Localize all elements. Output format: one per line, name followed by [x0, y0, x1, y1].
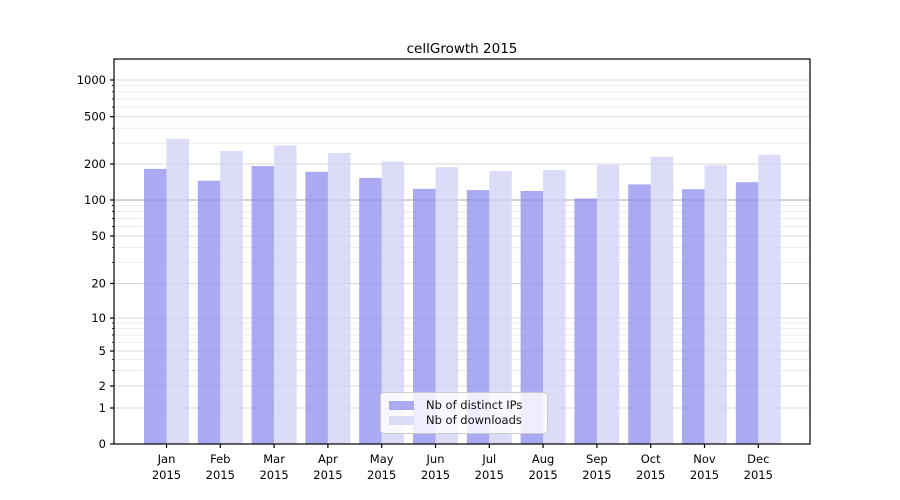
bar-nb-of-distinct-ips-feb — [197, 180, 221, 444]
x-tick-label-month: Apr — [318, 452, 338, 466]
y-tick-label: 1000 — [77, 73, 106, 87]
bar-nb-of-downloads-jul — [489, 170, 512, 444]
legend-label-distinct-ips: Nb of distinct IPs — [426, 397, 523, 412]
x-tick-label-year: 2015 — [636, 468, 665, 482]
legend-item-distinct-ips: Nb of distinct IPs — [389, 397, 539, 412]
plot-border — [113, 58, 811, 445]
x-tick-label-year: 2015 — [475, 468, 504, 482]
bar-nb-of-distinct-ips-may — [359, 177, 382, 444]
bar-nb-of-distinct-ips-aug — [520, 191, 544, 444]
y-tick-label: 5 — [99, 344, 106, 358]
legend-swatch-distinct-ips — [389, 400, 414, 410]
bar-nb-of-downloads-jan — [166, 138, 189, 444]
bar-nb-of-distinct-ips-jul — [466, 190, 490, 444]
x-tick-label-year: 2015 — [690, 468, 719, 482]
x-tick-label-year: 2015 — [367, 468, 396, 482]
x-tick-label-month: Jan — [157, 452, 176, 466]
bar-nb-of-distinct-ips-jan — [144, 168, 167, 444]
y-tick-label: 1 — [99, 401, 106, 415]
bar-nb-of-distinct-ips-oct — [628, 184, 651, 444]
bar-nb-of-distinct-ips-sep — [574, 198, 597, 444]
bar-nb-of-downloads-may — [381, 161, 405, 444]
y-tick-label: 500 — [84, 110, 106, 124]
x-tick-label-year: 2015 — [528, 468, 557, 482]
y-tick-label: 2 — [99, 379, 106, 393]
bar-nb-of-downloads-sep — [596, 164, 620, 445]
x-tick-label-year: 2015 — [313, 468, 342, 482]
x-tick-label-month: Feb — [210, 452, 230, 466]
legend-label-downloads: Nb of downloads — [426, 412, 522, 427]
chart-title: cellGrowth 2015 — [406, 41, 518, 57]
x-tick-label-year: 2015 — [259, 468, 288, 482]
bar-nb-of-distinct-ips-jun — [413, 188, 436, 444]
y-tick-label: 100 — [84, 193, 106, 207]
x-tick-label-month: May — [370, 452, 394, 466]
x-tick-label-month: Nov — [693, 452, 716, 466]
x-tick-label-month: Jul — [481, 452, 496, 466]
bar-nb-of-distinct-ips-mar — [251, 166, 275, 444]
y-tick-label: 200 — [84, 157, 106, 171]
legend: Nb of distinct IPs Nb of downloads — [380, 392, 548, 434]
bar-nb-of-downloads-feb — [220, 150, 243, 444]
x-tick-label-year: 2015 — [421, 468, 450, 482]
x-tick-label-year: 2015 — [206, 468, 235, 482]
y-tick-label: 50 — [91, 229, 106, 243]
bar-nb-of-downloads-oct — [650, 156, 674, 445]
bar-nb-of-distinct-ips-dec — [735, 182, 759, 444]
x-tick-label-year: 2015 — [744, 468, 773, 482]
y-tick-label: 10 — [91, 311, 106, 325]
bar-nb-of-downloads-mar — [274, 145, 297, 444]
bar-nb-of-downloads-dec — [758, 154, 781, 445]
x-tick-label-month: Mar — [263, 452, 285, 466]
bar-nb-of-distinct-ips-apr — [305, 171, 328, 445]
x-tick-label-month: Oct — [641, 452, 661, 466]
bar-nb-of-downloads-jun — [435, 167, 458, 444]
x-tick-label-month: Dec — [747, 452, 769, 466]
bar-nb-of-downloads-aug — [543, 170, 566, 444]
x-tick-label-month: Sep — [586, 452, 608, 466]
x-tick-label-year: 2015 — [152, 468, 181, 482]
bar-nb-of-downloads-nov — [704, 165, 727, 445]
y-tick-label: 0 — [99, 437, 106, 451]
x-tick-label-month: Jun — [426, 452, 445, 466]
x-tick-label-month: Aug — [532, 452, 554, 466]
legend-item-downloads: Nb of downloads — [389, 412, 539, 427]
legend-swatch-downloads — [389, 416, 414, 426]
x-tick-label-year: 2015 — [582, 468, 611, 482]
bar-nb-of-downloads-apr — [327, 152, 351, 444]
bar-nb-of-distinct-ips-nov — [682, 189, 705, 444]
y-tick-label: 20 — [91, 277, 106, 291]
